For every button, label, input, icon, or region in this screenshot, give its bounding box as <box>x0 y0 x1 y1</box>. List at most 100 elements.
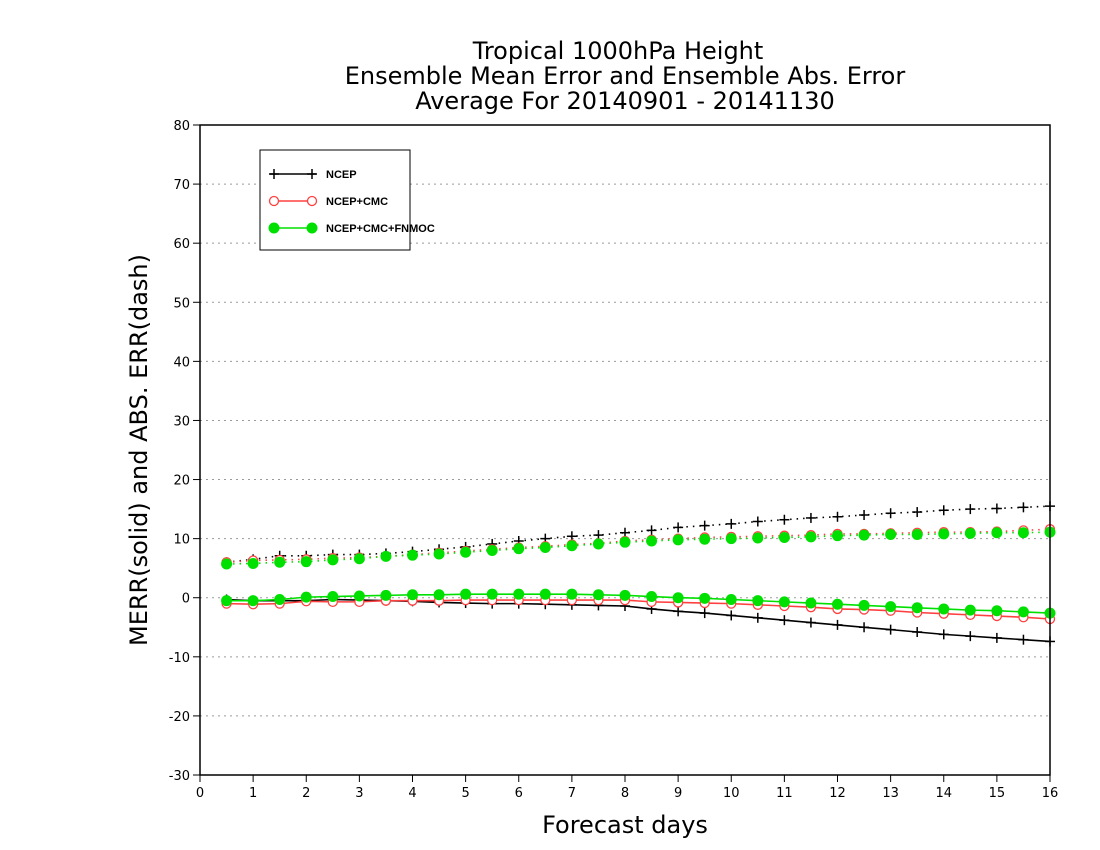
merr-point <box>221 595 233 607</box>
merr-point <box>912 627 923 637</box>
series-ncep <box>221 501 1055 647</box>
x-tick-label: 9 <box>674 786 682 801</box>
y-tick-label: 10 <box>173 533 190 548</box>
abs-err-point <box>752 532 764 544</box>
abs-err-point <box>1017 527 1029 539</box>
title-line-3: Average For 20140901 - 20141130 <box>415 87 835 115</box>
merr-point <box>539 588 551 600</box>
abs-err-point <box>274 556 286 568</box>
x-tick-label: 8 <box>621 786 629 801</box>
abs-err-point <box>885 529 897 540</box>
abs-err-point <box>752 516 763 527</box>
merr-point <box>805 617 816 628</box>
merr-point <box>965 631 976 642</box>
x-tick-label: 1 <box>249 786 257 801</box>
merr-point <box>433 589 445 601</box>
series-ncep-cmc-fnmoc <box>221 526 1056 619</box>
merr-point <box>779 615 790 626</box>
abs-err-point <box>699 520 710 531</box>
abs-err-point <box>832 530 843 542</box>
abs-err-point <box>513 543 525 555</box>
abs-err-point <box>592 538 604 550</box>
merr-point <box>247 595 259 607</box>
merr-point <box>885 624 896 635</box>
plot-frame <box>199 124 1051 776</box>
merr-point <box>778 596 790 608</box>
abs-err-point <box>646 525 657 536</box>
abs-err-point <box>964 527 976 539</box>
abs-err-point <box>832 511 843 522</box>
abs-err-point <box>726 518 737 529</box>
legend-marker <box>268 195 280 207</box>
abs-err-point <box>433 548 445 560</box>
merr-point <box>380 589 392 601</box>
series-layer <box>221 501 1056 647</box>
x-tick-label: 10 <box>723 786 740 801</box>
x-tick-label: 3 <box>355 786 363 801</box>
y-tick-label: 0 <box>182 592 190 607</box>
abs-err-line <box>226 505 1051 564</box>
legend-marker <box>306 222 318 234</box>
x-tick-label: 5 <box>461 786 469 801</box>
merr-point <box>752 612 763 623</box>
merr-point <box>274 594 286 605</box>
abs-err-point <box>672 534 684 546</box>
merr-point <box>460 588 472 600</box>
merr-point <box>859 622 870 633</box>
abs-err-point <box>858 529 870 541</box>
x-tick-label: 16 <box>1042 786 1059 801</box>
legend-marker <box>269 169 279 179</box>
abs-err-line <box>226 531 1051 565</box>
legend-marker <box>307 169 317 179</box>
y-tick-label: 70 <box>173 178 190 193</box>
y-tick-label: -30 <box>169 769 190 784</box>
merr-line <box>226 599 1051 620</box>
y-axis-label: MERR(solid) and ABS. ERR(dash) <box>125 254 153 646</box>
x-tick-label: 12 <box>829 786 846 801</box>
abs-err-point <box>911 529 923 540</box>
merr-point <box>991 632 1002 643</box>
x-tick-label: 7 <box>568 786 576 801</box>
abs-err-point <box>300 556 312 568</box>
abs-err-point <box>938 528 950 540</box>
merr-point <box>726 610 737 621</box>
y-tick-label: 60 <box>173 237 190 252</box>
abs-err-point <box>221 558 233 570</box>
merr-point <box>725 594 737 605</box>
legend-entry: NCEP+CMC+FNMOC <box>268 222 435 235</box>
merr-point <box>699 608 710 619</box>
merr-point <box>885 601 897 613</box>
merr-point <box>300 591 312 603</box>
merr-point <box>486 588 498 600</box>
merr-point <box>805 597 817 609</box>
legend-label: NCEP+CMC <box>326 196 388 208</box>
abs-err-line <box>226 528 1051 564</box>
title-line-1: Tropical 1000hPa Height <box>472 37 764 65</box>
legend-entry: NCEP <box>269 169 357 181</box>
abs-err-point <box>1018 502 1029 513</box>
merr-point <box>1017 606 1029 618</box>
merr-point <box>646 591 658 603</box>
legend-entry: NCEP+CMC <box>268 195 388 208</box>
merr-point <box>672 592 684 604</box>
merr-point <box>513 588 525 600</box>
merr-point <box>699 592 711 604</box>
merr-line <box>226 593 1051 614</box>
abs-err-point <box>407 549 418 561</box>
legend-marker <box>268 222 280 234</box>
x-tick-label: 11 <box>776 786 793 801</box>
merr-point <box>1018 634 1029 645</box>
abs-err-point <box>566 540 578 552</box>
x-tick-label: 15 <box>989 786 1006 801</box>
y-tick-label: 80 <box>173 119 190 134</box>
legend-box <box>259 149 411 251</box>
abs-err-point <box>380 550 392 562</box>
abs-err-point <box>991 503 1002 514</box>
merr-point <box>938 629 949 640</box>
abs-err-point <box>699 533 711 545</box>
merr-point <box>752 595 764 607</box>
y-tick-label: 30 <box>173 414 190 429</box>
merr-point <box>592 589 604 601</box>
